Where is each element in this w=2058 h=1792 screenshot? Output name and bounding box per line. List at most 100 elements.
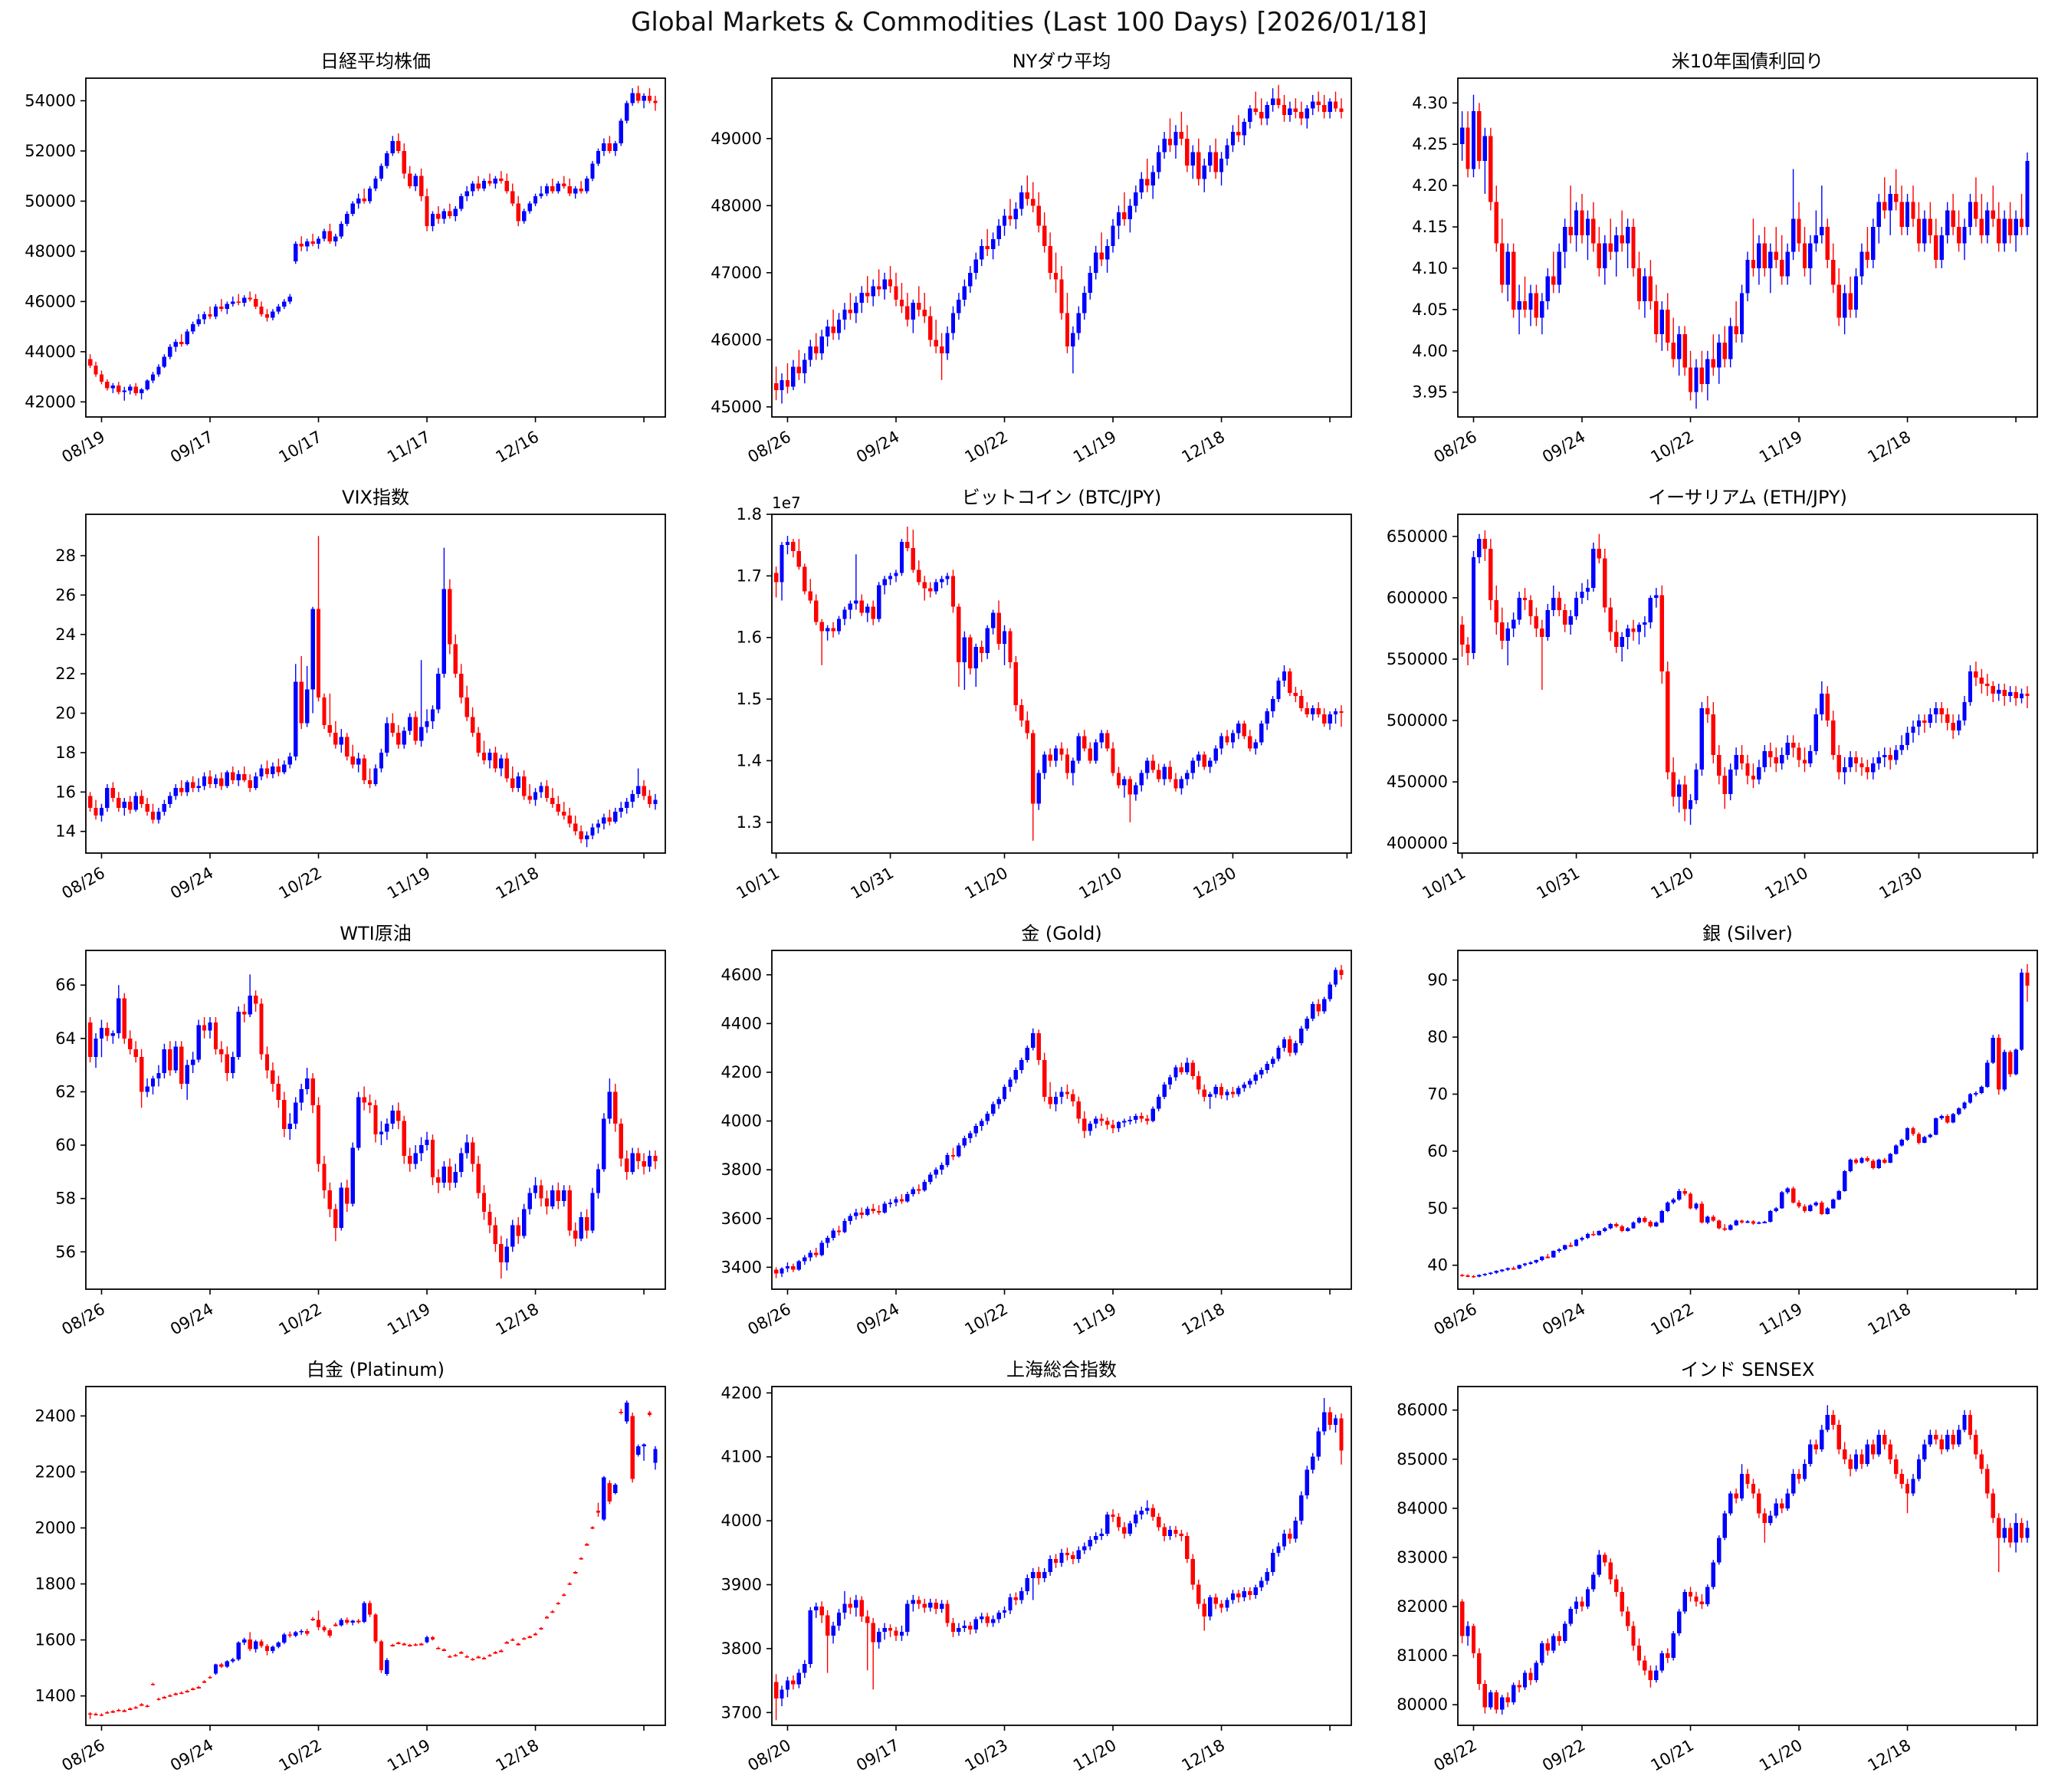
candle: [1150, 165, 1155, 199]
candle: [1116, 1513, 1121, 1531]
y-tick-label: 2400: [35, 1406, 76, 1425]
candle: [1625, 1606, 1630, 1632]
candle: [390, 1104, 396, 1130]
candle: [294, 1097, 298, 1130]
x-tick-label: 08/22: [1431, 1736, 1480, 1775]
candle: [128, 1030, 133, 1055]
candle: [653, 1150, 658, 1170]
candle: [294, 664, 298, 761]
candle: [1836, 267, 1841, 327]
candle: [287, 752, 292, 769]
candle: [453, 205, 458, 222]
candle: [854, 296, 858, 323]
plot-border: [771, 77, 1352, 418]
candle: [413, 1643, 418, 1646]
candle: [1065, 1547, 1070, 1561]
candle: [796, 1669, 802, 1689]
candle: [1500, 1269, 1505, 1272]
candle: [1282, 94, 1287, 122]
candle: [1540, 1255, 1544, 1262]
candle: [1202, 159, 1206, 192]
candle: [990, 1615, 996, 1627]
candle: [1745, 754, 1750, 785]
candle: [1705, 696, 1710, 724]
candle: [1757, 235, 1761, 285]
candle: [1025, 1574, 1029, 1595]
candle: [299, 656, 304, 730]
candle: [1614, 1574, 1619, 1597]
candle: [1762, 1220, 1768, 1223]
candle: [1088, 1536, 1092, 1551]
candle: [1242, 1081, 1247, 1092]
candle: [299, 1084, 304, 1111]
candle: [647, 1150, 652, 1172]
candle: [173, 339, 178, 352]
candle: [1145, 1114, 1150, 1125]
candle: [1790, 169, 1796, 261]
candle: [1682, 1188, 1687, 1196]
candle: [1922, 1439, 1927, 1462]
y-tick-label: 26: [55, 586, 76, 604]
candle: [1517, 284, 1521, 335]
candle: [133, 382, 138, 396]
candle: [2019, 193, 2024, 235]
y-tick-label: 3800: [721, 1160, 762, 1179]
candle: [1219, 1600, 1224, 1613]
candle: [1025, 711, 1029, 740]
candle: [1111, 1120, 1115, 1134]
candle: [1179, 111, 1184, 146]
candle: [2019, 688, 2024, 704]
candle: [1466, 111, 1470, 178]
candle: [1614, 1222, 1619, 1228]
candle: [1871, 757, 1876, 779]
candle: [133, 1041, 138, 1063]
candle: [1956, 210, 1961, 252]
candle: [1997, 684, 2001, 701]
candle: [493, 747, 498, 773]
candle: [630, 789, 635, 808]
x-tick-label: 11/19: [1070, 1300, 1119, 1339]
candle: [470, 1657, 475, 1661]
candle: [1551, 1633, 1556, 1653]
candle: [1053, 1554, 1059, 1568]
candle: [202, 772, 207, 790]
x-tick-label: 11/20: [1648, 864, 1697, 903]
candle: [1471, 551, 1476, 659]
candle: [876, 269, 881, 297]
candle: [1899, 185, 1904, 235]
candle: [1236, 720, 1241, 740]
candle: [1299, 1491, 1304, 1525]
candle: [1905, 1127, 1910, 1141]
y-tick-label: 1.8: [737, 505, 762, 523]
candle: [1477, 103, 1482, 169]
candle: [521, 1636, 527, 1640]
candle: [1997, 1513, 2001, 1573]
candle: [418, 1137, 424, 1161]
candle: [1173, 1065, 1178, 1081]
candle: [579, 825, 583, 844]
candle: [122, 386, 126, 401]
candle: [825, 320, 830, 347]
candle: [139, 388, 144, 400]
y-tick-label: 45000: [711, 398, 762, 416]
candle: [939, 1600, 944, 1613]
candle: [133, 792, 138, 812]
candle: [1466, 1274, 1470, 1278]
candle: [854, 1594, 858, 1617]
candle: [367, 1094, 373, 1114]
candle: [179, 779, 184, 796]
candle: [1339, 98, 1344, 119]
candle: [1213, 1593, 1218, 1610]
candle: [1019, 1587, 1024, 1604]
candle: [842, 303, 847, 330]
candle: [128, 796, 133, 814]
candle: [1328, 98, 1332, 119]
candle: [1688, 350, 1693, 401]
candle: [316, 1610, 321, 1630]
candle: [1071, 326, 1075, 374]
x-tick-label: 10/22: [962, 428, 1011, 467]
candle: [1739, 1464, 1745, 1502]
candle: [516, 195, 520, 227]
y-tick-label: 4.10: [1412, 259, 1448, 277]
x-tick-label: 11/20: [1070, 1736, 1119, 1775]
